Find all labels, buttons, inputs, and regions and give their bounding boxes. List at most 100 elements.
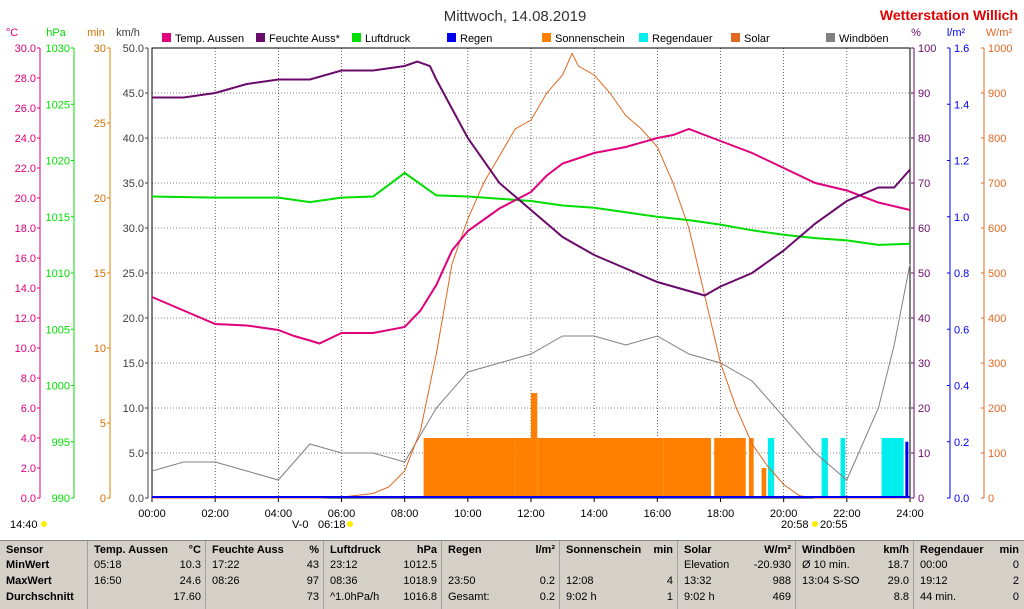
- axis-tick-label: 10: [918, 448, 930, 460]
- axis-tick-label: 0: [100, 493, 106, 505]
- stats-row: ^1.0hPa/h 1016.8: [330, 591, 437, 604]
- axis-tick-label: 1.6: [954, 43, 969, 55]
- stats-col-temp: Temp. Aussen °C 05:18 10.3 16:50 24.6 17.60: [88, 541, 206, 609]
- stats-row-time: ^1.0hPa/h: [330, 591, 380, 603]
- legend-label: Sonnenschein: [555, 33, 625, 45]
- axis-tick-label: 990: [52, 493, 70, 505]
- stats-col-press: Luftdruck hPa 23:12 1012.5 08:36 1018.9 ^1.0hP…: [324, 541, 442, 609]
- stats-header-label: Regendauer: [920, 544, 984, 556]
- stats-row-label: Durchschnitt: [6, 591, 74, 603]
- legend-label: Luftdruck: [365, 33, 411, 45]
- stats-header-unit: min: [653, 544, 673, 556]
- axis-tick-label: 1.0: [954, 212, 969, 224]
- axis-tick-label: 15: [94, 268, 106, 280]
- sunshine-bar: [761, 468, 767, 498]
- axis-tick-label: 2.0: [21, 463, 36, 475]
- legend-label: Solar: [744, 33, 770, 45]
- station-brand: Wetterstation Willich: [880, 7, 1018, 23]
- axis-tick-label: 50.0: [123, 43, 144, 55]
- sunshine-bar: [714, 438, 746, 498]
- stats-row: MinWert: [6, 559, 83, 572]
- axis-tick-label: 600: [988, 223, 1006, 235]
- axis-tick-label: 5.0: [129, 448, 144, 460]
- stats-header-label: Solar: [684, 544, 712, 556]
- axis-tick-label: 22.0: [15, 163, 36, 175]
- moonset-time: 20:55: [820, 519, 848, 531]
- stats-header: Regen l/m²: [448, 544, 555, 557]
- axis-tick-label: 8.0: [21, 373, 36, 385]
- stats-row: 05:18 10.3: [94, 559, 201, 572]
- rain-duration-bar: [840, 438, 846, 498]
- stats-header: Windböen km/h: [802, 544, 909, 557]
- x-annotations: 14:40 V-0 06:18 20:58 20:55: [10, 519, 848, 531]
- legend-label: Regen: [460, 33, 492, 45]
- axis-tick-label: 10.0: [123, 403, 144, 415]
- axis-tick-label: 1015: [46, 212, 70, 224]
- x-tick-label: 04:00: [265, 508, 293, 520]
- axis-tick-label: 100: [988, 448, 1006, 460]
- axis-tick-label: 25: [94, 118, 106, 130]
- sunshine-bar: [663, 438, 712, 498]
- axis-tick-label: 0.6: [954, 324, 969, 336]
- axis-tick-label: 20: [94, 193, 106, 205]
- stats-row-value: 0: [1012, 559, 1019, 571]
- axis-tick-label: 30.0: [123, 223, 144, 235]
- stats-header-label: Regen: [448, 544, 482, 556]
- axis-tick-label: 70: [918, 178, 930, 190]
- stats-row-time: Elevation: [684, 559, 730, 571]
- stats-row-value: 0: [1012, 591, 1019, 603]
- series-temperature: [151, 127, 911, 345]
- axis-tick-label: 0: [918, 493, 924, 505]
- stats-row-value: 24.6: [179, 575, 201, 587]
- stats-row: [448, 559, 555, 572]
- stats-row-value: 8.8: [893, 591, 909, 603]
- legend-swatch: [447, 33, 456, 42]
- stats-header: Regendauer min: [920, 544, 1019, 557]
- stats-row-time: 23:12: [330, 559, 358, 571]
- sunshine-bar: [423, 438, 516, 498]
- stats-col-rain: Regen l/m² 23:50 0.2 Gesamt: 0.2: [442, 541, 560, 609]
- stats-row-value: 29.0: [887, 575, 909, 587]
- axis-tick-label: 5: [100, 418, 106, 430]
- stats-header: Solar W/m²: [684, 544, 791, 557]
- stats-row-time: 00:00: [920, 559, 948, 571]
- stats-row: 12:08 4: [566, 575, 673, 588]
- rain-duration-bar: [881, 438, 904, 498]
- stats-row-time: 16:50: [94, 575, 122, 587]
- axis-tick-label: 50: [918, 268, 930, 280]
- series-humidity: [152, 60, 911, 297]
- axis-tick-label: 1010: [46, 268, 70, 280]
- stats-row-value: 1012.5: [403, 559, 437, 571]
- stats-row: 19:12 2: [920, 575, 1019, 588]
- axis-tick-label: 10: [94, 343, 106, 355]
- legend-swatch: [826, 33, 835, 42]
- stats-row: 16:50 24.6: [94, 575, 201, 588]
- stats-header-label: Feuchte Auss: [212, 544, 284, 556]
- stats-header-label: Luftdruck: [330, 544, 381, 556]
- axis-unit: l/m²: [947, 27, 966, 39]
- sun-marker: [41, 521, 47, 527]
- stats-header: Sensor: [6, 544, 83, 557]
- axis-tick-label: 300: [988, 358, 1006, 370]
- moon-time: 06:18: [318, 519, 346, 531]
- axis-tick-label: 1.2: [954, 156, 969, 168]
- axis-unit: %: [911, 27, 921, 39]
- stats-row-value: 73: [306, 591, 319, 603]
- series-solar: [152, 52, 910, 499]
- axis-tick-label: 24.0: [15, 133, 36, 145]
- stats-table: Sensor MinWert MaxWert Durchschnitt Temp. Au…: [0, 540, 1024, 609]
- stats-row-time: 08:26: [212, 575, 240, 587]
- stats-row: 13:04 S-SO 29.0: [802, 575, 909, 588]
- moon-phase-label: V-0: [292, 519, 309, 531]
- x-tick-label: 10:00: [454, 508, 482, 520]
- stats-row-time: 23:50: [448, 575, 476, 587]
- x-tick-label: 18:00: [707, 508, 735, 520]
- legend-label: Temp. Aussen: [175, 33, 244, 45]
- stats-row-value: 97: [306, 575, 319, 587]
- stats-row-time: Gesamt:: [448, 591, 490, 603]
- stats-header-unit: min: [999, 544, 1019, 556]
- stats-row-value: 4: [666, 575, 673, 587]
- axis-tick-label: 30: [94, 43, 106, 55]
- stats-row-value: 2: [1012, 575, 1019, 587]
- axis-tick-label: 800: [988, 133, 1006, 145]
